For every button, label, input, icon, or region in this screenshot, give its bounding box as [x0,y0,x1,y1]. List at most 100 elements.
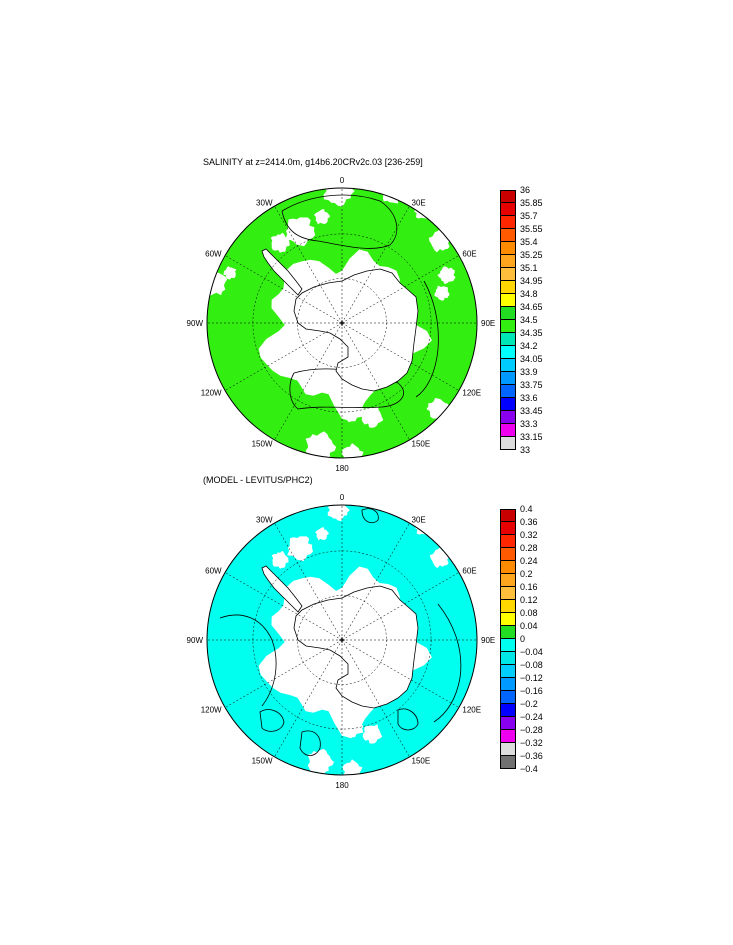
land-mask [287,536,313,562]
map-border [206,504,478,776]
land-mask [327,505,350,522]
land-mask [361,406,384,428]
land-mask [270,232,290,253]
meridian-line [341,522,410,641]
meridian-line [341,255,460,324]
longitude-label: 120W [201,389,222,398]
longitude-label: 90W [187,636,204,645]
colorbar-swatch [500,411,516,424]
meridian-line [224,322,343,391]
meridian-line [341,322,460,391]
longitude-label: 120E [462,389,481,398]
colorbar-swatch [500,424,516,437]
meridian-line [274,639,343,758]
colorbar-label: 33.3 [520,419,538,429]
meridian-line [224,639,343,708]
colorbar-label: 0.36 [520,517,538,527]
longitude-label: 60W [205,250,222,259]
meridian-line [274,522,343,641]
land-mask [271,550,289,569]
longitude-label: 180 [335,781,349,790]
colorbar-swatch [500,437,516,450]
colorbar-swatch [500,255,516,268]
land-mask [362,724,383,744]
colorbar-swatch [500,652,516,665]
land-mask [223,266,237,280]
colorbar-swatch [500,229,516,242]
colorbar-swatch [500,678,516,691]
contour-line [361,508,379,524]
difference-polar-map: 0 30E 60E 90E 120E 150E 180 150W 120W 90W 60W 30W [187,493,496,790]
colorbar-swatch [500,372,516,385]
colorbar-label: 0.24 [520,556,538,566]
longitude-label: 60W [205,567,222,576]
meridian-line [274,322,343,441]
colorbar-label: 0.2 [520,569,533,579]
colorbar-swatch [500,639,516,652]
colorbar-label: 35.7 [520,211,538,221]
colorbar-swatch [500,281,516,294]
colorbar-swatch [500,346,516,359]
colorbar-label: 34.95 [520,276,543,286]
map-body [207,505,477,775]
colorbar-label: 33.6 [520,393,538,403]
colorbar-label: 34.2 [520,341,538,351]
colorbar-swatch [500,398,516,411]
contour-line [415,280,439,398]
colorbar-label: 33.15 [520,432,543,442]
longitude-label: 0 [340,493,345,502]
longitude-label: 180 [335,464,349,473]
colorbar-swatch [500,385,516,398]
colorbar-label: 0.28 [520,543,538,553]
antarctica-coastline [293,585,419,709]
colorbar-swatch [500,242,516,255]
antarctic-peninsula [261,565,303,613]
colorbar-swatch [500,756,516,769]
colorbar-label: 33.9 [520,367,538,377]
colorbar-label: −0.2 [520,699,538,709]
colorbar-swatch [500,613,516,626]
land-mask [307,748,334,775]
colorbar-label: −0.04 [520,647,543,657]
colorbar-label: 0.08 [520,608,538,618]
antarctica-coastline [293,268,419,392]
colorbar-label: 0.04 [520,621,538,631]
colorbar-label: 35.25 [520,250,543,260]
salinity-polar-map: 0 30E 60E 90E 120E 150E 180 150W 120W 90W 60W 30W [187,176,496,473]
colorbar-label: 34.8 [520,289,538,299]
colorbar-label: −0.08 [520,660,543,670]
longitude-label: 120W [201,706,222,715]
colorbar-swatch [500,535,516,548]
colorbar-label: −0.24 [520,712,543,722]
longitude-label: 0 [340,176,345,185]
longitude-label: 90W [187,319,204,328]
longitude-label: 60E [462,250,476,259]
colorbar-swatch [500,717,516,730]
colorbar-swatch [500,294,516,307]
colorbar-swatch [500,190,516,203]
land-mask [341,443,364,458]
colorbar-label: 35.4 [520,237,538,247]
colorbar-swatch [500,626,516,639]
colorbar-label: 0.16 [520,582,538,592]
contour-line [299,730,321,756]
longitude-label: 150E [412,439,431,448]
colorbar-swatch [500,359,516,372]
colorbar-label: 36 [520,185,531,195]
colorbar-label: 34.65 [520,302,543,312]
colorbar-label: 0.12 [520,595,538,605]
contour-line [259,709,285,732]
contour-line [397,708,419,731]
colorbar-label: −0.28 [520,725,543,735]
colorbar-label: −0.16 [520,686,543,696]
panel2-title: (MODEL - LEVITUS/PHC2) [203,475,313,485]
colorbar-swatch [500,691,516,704]
panel1-title: SALINITY at z=2414.0m, g14b6.20CRv2c.03 … [203,157,423,167]
colorbar-label: 34.5 [520,315,538,325]
colorbar-label: −0.12 [520,673,543,683]
longitude-label: 30E [412,199,426,208]
land-mask [382,188,403,204]
land-mask [323,188,355,207]
colorbar-label: 0.4 [520,504,533,514]
colorbar-label: 34.35 [520,328,543,338]
